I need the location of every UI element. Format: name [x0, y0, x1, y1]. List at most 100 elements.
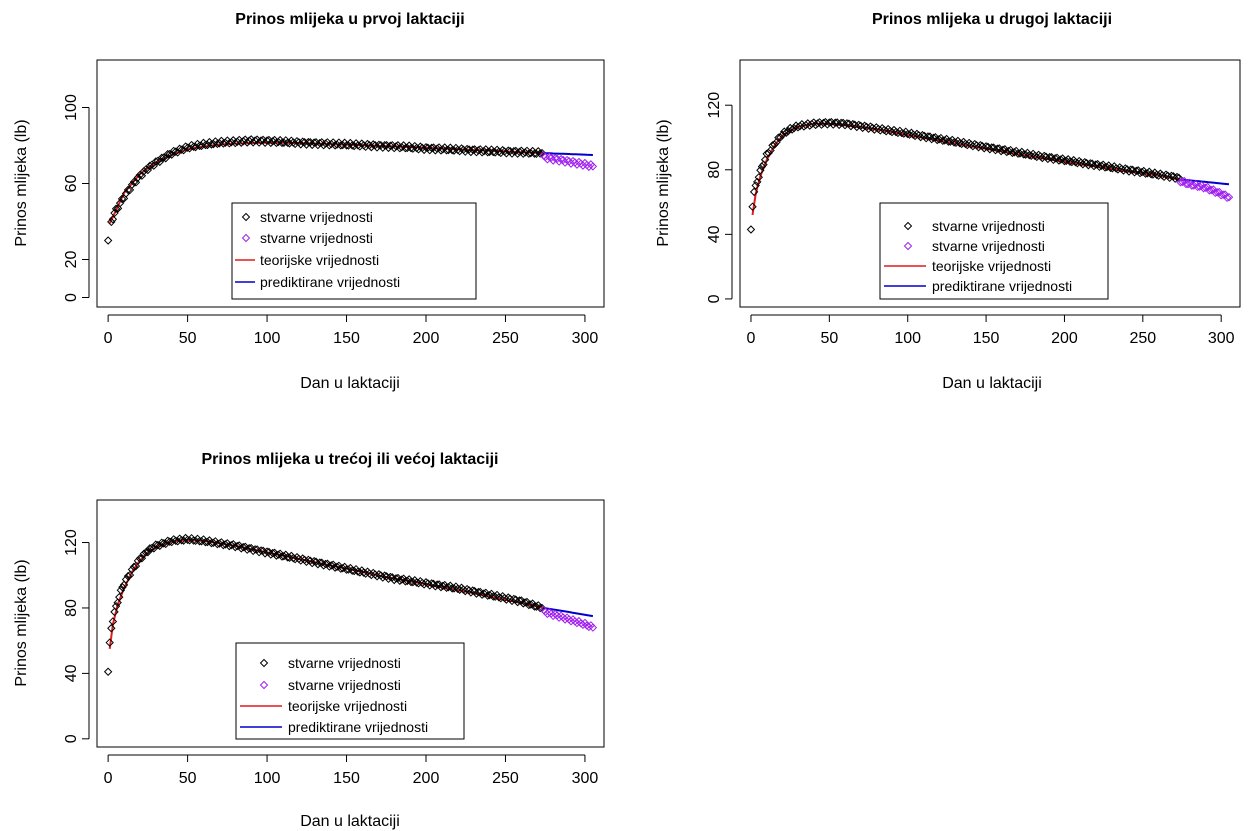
- observed-point: [275, 135, 285, 145]
- observed-point: [431, 582, 440, 591]
- observed-point: [1002, 147, 1011, 157]
- observed-point: [1065, 157, 1075, 166]
- legend-label: teorijske vrijednosti: [260, 252, 379, 268]
- observed-point: [330, 563, 340, 572]
- observed-point: [885, 126, 895, 136]
- observed-point: [1013, 149, 1023, 158]
- observed-point: [268, 137, 277, 146]
- observed-point: [462, 144, 472, 154]
- chart-title: Prinos mlijeka u prvoj laktaciji: [235, 11, 464, 28]
- observed-point: [309, 138, 319, 147]
- observed-point: [408, 144, 418, 153]
- observed-point: [250, 545, 260, 554]
- observed-point: [485, 147, 494, 157]
- x-axis-title: Dan u laktaciji: [300, 813, 400, 830]
- observed-point: [923, 132, 933, 141]
- observed-future-point: [1209, 185, 1218, 194]
- observed-point: [119, 580, 129, 590]
- observed-point: [502, 149, 511, 158]
- observed-point: [852, 122, 861, 132]
- observed-point: [504, 146, 513, 155]
- observed-point: [103, 667, 113, 676]
- observed-point: [207, 538, 216, 548]
- y-tick-label: 120: [63, 529, 80, 556]
- observed-point: [389, 575, 399, 585]
- observed-point: [229, 136, 238, 145]
- observed-point: [307, 558, 317, 568]
- x-tick-label: 50: [820, 330, 838, 347]
- observed-point: [759, 160, 768, 169]
- observed-point: [340, 138, 349, 147]
- x-axis: 0 50 100 150 200 250 300: [747, 314, 1235, 347]
- observed-point: [472, 589, 481, 598]
- observed-point: [776, 133, 785, 142]
- observed-point: [1078, 160, 1088, 169]
- observed-point: [260, 549, 270, 558]
- legend-label: stvarne vrijednosti: [260, 209, 373, 225]
- y-tick-label: 80: [706, 161, 723, 179]
- x-tick-label: 150: [333, 330, 360, 347]
- observed-point: [177, 536, 186, 545]
- legend-box: [879, 202, 1109, 300]
- observed-point: [770, 140, 779, 149]
- observed-point: [240, 542, 250, 551]
- observed-point: [968, 141, 978, 151]
- observed-point: [419, 145, 429, 155]
- predicted-series: [543, 607, 594, 618]
- x-tick-label: 50: [179, 770, 197, 787]
- observed-point: [442, 583, 451, 592]
- observed-point: [135, 554, 145, 563]
- observed-point: [279, 138, 289, 147]
- observed-point: [1108, 164, 1117, 173]
- observed-point: [974, 143, 983, 152]
- observed-point: [145, 161, 155, 171]
- y-axis: 0 40 80 120: [706, 92, 733, 303]
- observed-point: [171, 536, 180, 546]
- observed-point: [1126, 165, 1136, 174]
- observed-point: [998, 145, 1008, 155]
- observed-series: [746, 117, 1184, 234]
- observed-point: [221, 540, 230, 549]
- legend: stvarne vrijednosti stvarne vrijednosti …: [879, 202, 1109, 300]
- legend-label: stvarne vrijednosti: [260, 230, 373, 246]
- observed-point: [116, 585, 126, 595]
- observed-point: [513, 597, 522, 607]
- observed-point: [131, 561, 141, 571]
- observed-point: [374, 140, 384, 150]
- predicted-line: [543, 152, 593, 156]
- observed-point: [135, 170, 145, 180]
- observed-future-point: [1199, 184, 1208, 193]
- observed-point: [334, 561, 344, 571]
- observed-point: [530, 149, 539, 158]
- legend-label: prediktirane vrijednosti: [932, 278, 1072, 294]
- observed-point: [1054, 156, 1064, 165]
- observed-point: [139, 166, 149, 176]
- observed-point: [372, 143, 382, 152]
- observed-point: [780, 127, 789, 136]
- theoretical-line: [751, 122, 1181, 216]
- observed-point: [848, 119, 858, 129]
- observed-future-point: [1185, 178, 1195, 188]
- observed-point: [447, 584, 457, 593]
- observed-point: [455, 146, 464, 156]
- x-tick-label: 250: [492, 330, 519, 347]
- observed-point: [272, 551, 281, 560]
- observed-point: [369, 140, 378, 149]
- x-tick-label: 0: [104, 330, 113, 347]
- observed-point: [1165, 173, 1174, 183]
- observed-point: [887, 127, 897, 137]
- observed-point: [520, 598, 530, 607]
- observed-point: [353, 141, 363, 150]
- observed-point: [397, 575, 406, 584]
- observed-point: [476, 587, 485, 597]
- observed-point: [979, 144, 989, 153]
- observed-point: [466, 588, 476, 597]
- observed-future-point: [1222, 193, 1232, 203]
- observed-point: [1135, 168, 1145, 178]
- observed-point: [447, 145, 457, 155]
- observed-series: [103, 135, 547, 245]
- observed-point: [219, 540, 228, 550]
- observed-point: [1172, 172, 1182, 182]
- predicted-series: [543, 152, 593, 156]
- observed-future-point: [543, 155, 552, 164]
